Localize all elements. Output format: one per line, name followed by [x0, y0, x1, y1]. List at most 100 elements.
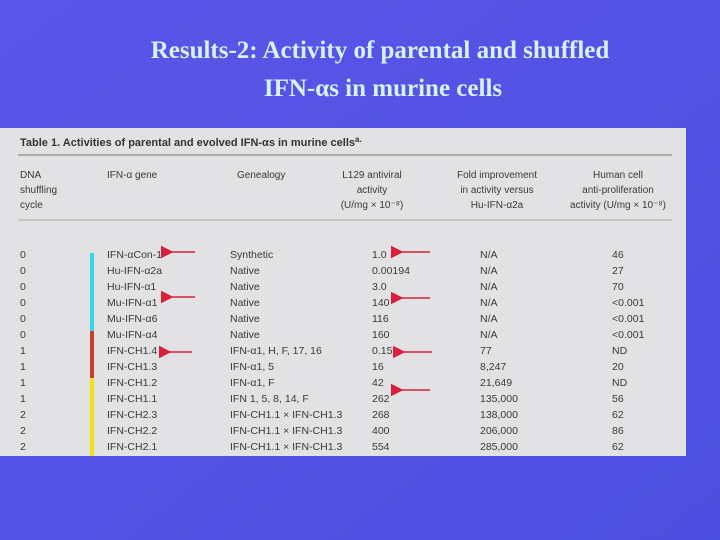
group-bar [90, 378, 94, 456]
table-cell: <0.001 [612, 313, 645, 325]
table-cell: ND [612, 377, 628, 389]
table-cell: IFN-CH1.4 [107, 345, 157, 357]
table-title-text: Table 1. Activities of parental and evol… [20, 137, 355, 149]
table-cell: 1.0 [372, 249, 387, 261]
table-cell: 0 [20, 281, 26, 293]
table-cell: 86 [612, 425, 624, 437]
column-header: (U/mg × 10⁻⁸) [341, 200, 404, 211]
table-title-note: a. [355, 135, 362, 144]
table-cell: 1 [20, 361, 26, 373]
column-header: activity (U/mg × 10⁻⁸) [570, 200, 666, 211]
arrows [158, 245, 432, 397]
column-header: Human cell [593, 170, 643, 181]
slide-title: IFN-αs in murine cells [264, 75, 503, 102]
table-cell: 20 [612, 361, 624, 373]
table-cell: Mu-IFN-α6 [107, 313, 158, 325]
group-bar [90, 331, 94, 378]
table-cell: IFN-α1, F [230, 377, 275, 389]
table-cell: IFN-CH1.1 × IFN-CH1.3 [230, 425, 342, 437]
table-cell: 2 [20, 425, 26, 437]
table-title: Table 1. Activities of parental and evol… [20, 135, 362, 149]
table-cell: 8,247 [480, 361, 506, 373]
table-cell: 2 [20, 441, 26, 453]
table-cell: 2 [20, 409, 26, 421]
table-cell: 160 [372, 329, 390, 341]
table-cell: 46 [612, 249, 624, 261]
table-cell: IFN-α1, H, F, 17, 16 [230, 345, 322, 357]
column-header: cycle [20, 200, 43, 211]
column-header: DNA [20, 170, 41, 181]
table-cell: 0 [20, 265, 26, 277]
table-cell: Mu-IFN-α1 [107, 297, 158, 309]
table-cell: 27 [612, 265, 624, 277]
table-cell: 206,000 [480, 425, 518, 437]
table-cell: 0 [20, 297, 26, 309]
table-cell: N/A [480, 297, 498, 309]
table-cell: 3.0 [372, 281, 387, 293]
table-cell: IFN-CH1.1 [107, 393, 157, 405]
column-header: anti-proliferation [582, 185, 654, 196]
table-cell: IFN-CH2.1 [107, 441, 157, 453]
column-header: shuffling [20, 185, 57, 196]
table-cell: 0.15 [372, 345, 393, 357]
table-cell: 116 [372, 313, 389, 325]
table-cell: Hu-IFN-α1 [107, 281, 156, 293]
column-header: activity [357, 185, 388, 196]
table-cell: 0.00194 [372, 265, 410, 277]
table-cell: 285,000 [480, 441, 518, 453]
table: Table 1. Activities of parental and evol… [18, 135, 672, 456]
column-header: Hu-IFN-α2a [471, 200, 524, 211]
column-header: in activity versus [460, 185, 533, 196]
table-cell: 56 [612, 393, 624, 405]
table-cell: IFN-CH1.2 [107, 377, 157, 389]
table-cell: Mu-IFN-α4 [107, 329, 158, 341]
table-cell: 400 [372, 425, 390, 437]
column-header: IFN-α gene [107, 170, 158, 181]
table-cell: 0 [20, 329, 26, 341]
table-cell: 554 [372, 441, 390, 453]
table-cell: 42 [372, 377, 384, 389]
table-cell: 1 [20, 345, 26, 357]
table-cell: Native [230, 297, 260, 309]
table-cell: Synthetic [230, 249, 273, 261]
table-cell: Native [230, 265, 260, 277]
table-cell: N/A [480, 313, 498, 325]
table-cell: 268 [372, 409, 390, 421]
table-cell: IFN-CH2.3 [107, 409, 157, 421]
table-cell: 16 [372, 361, 384, 373]
table-cell: ND [612, 345, 628, 357]
table-cell: 262 [372, 393, 390, 405]
table-cell: 0 [20, 313, 26, 325]
table-cell: N/A [480, 265, 498, 277]
group-bar [90, 253, 94, 331]
slide-title: Results-2: Activity of parental and shuf… [151, 37, 610, 64]
table-cell: IFN-αCon-1 [107, 249, 162, 261]
table-cell: Native [230, 313, 260, 325]
table-cell: Hu-IFN-α2a [107, 265, 162, 277]
table-cell: 140 [372, 297, 390, 309]
column-header: L129 antiviral [342, 170, 401, 181]
table-cell: 0 [20, 249, 26, 261]
table-cell: Native [230, 281, 260, 293]
table-cell: N/A [480, 281, 498, 293]
table-cell: <0.001 [612, 329, 645, 341]
table-cell: <0.001 [612, 297, 645, 309]
table-cell: Native [230, 329, 260, 341]
table-cell: IFN-CH1.1 × IFN-CH1.3 [230, 441, 342, 453]
table-cell: IFN-α1, 5 [230, 361, 274, 373]
table-cell: 135,000 [480, 393, 518, 405]
table-cell: 62 [612, 409, 624, 421]
table-cell: 70 [612, 281, 624, 293]
table-cell: IFN 1, 5, 8, 14, F [230, 393, 309, 405]
table-cell: IFN-CH1.3 [107, 361, 157, 373]
table-cell: 62 [612, 441, 624, 453]
table-cell: N/A [480, 249, 498, 261]
column-header: Genealogy [237, 170, 285, 181]
column-header: Fold improvement [457, 170, 537, 181]
table-cell: 138,000 [480, 409, 518, 421]
table-cell: 1 [20, 377, 26, 389]
table-cell: IFN-CH2.2 [107, 425, 157, 437]
table-cell: 1 [20, 393, 26, 405]
table-cell: IFN-CH1.1 × IFN-CH1.3 [230, 409, 342, 421]
